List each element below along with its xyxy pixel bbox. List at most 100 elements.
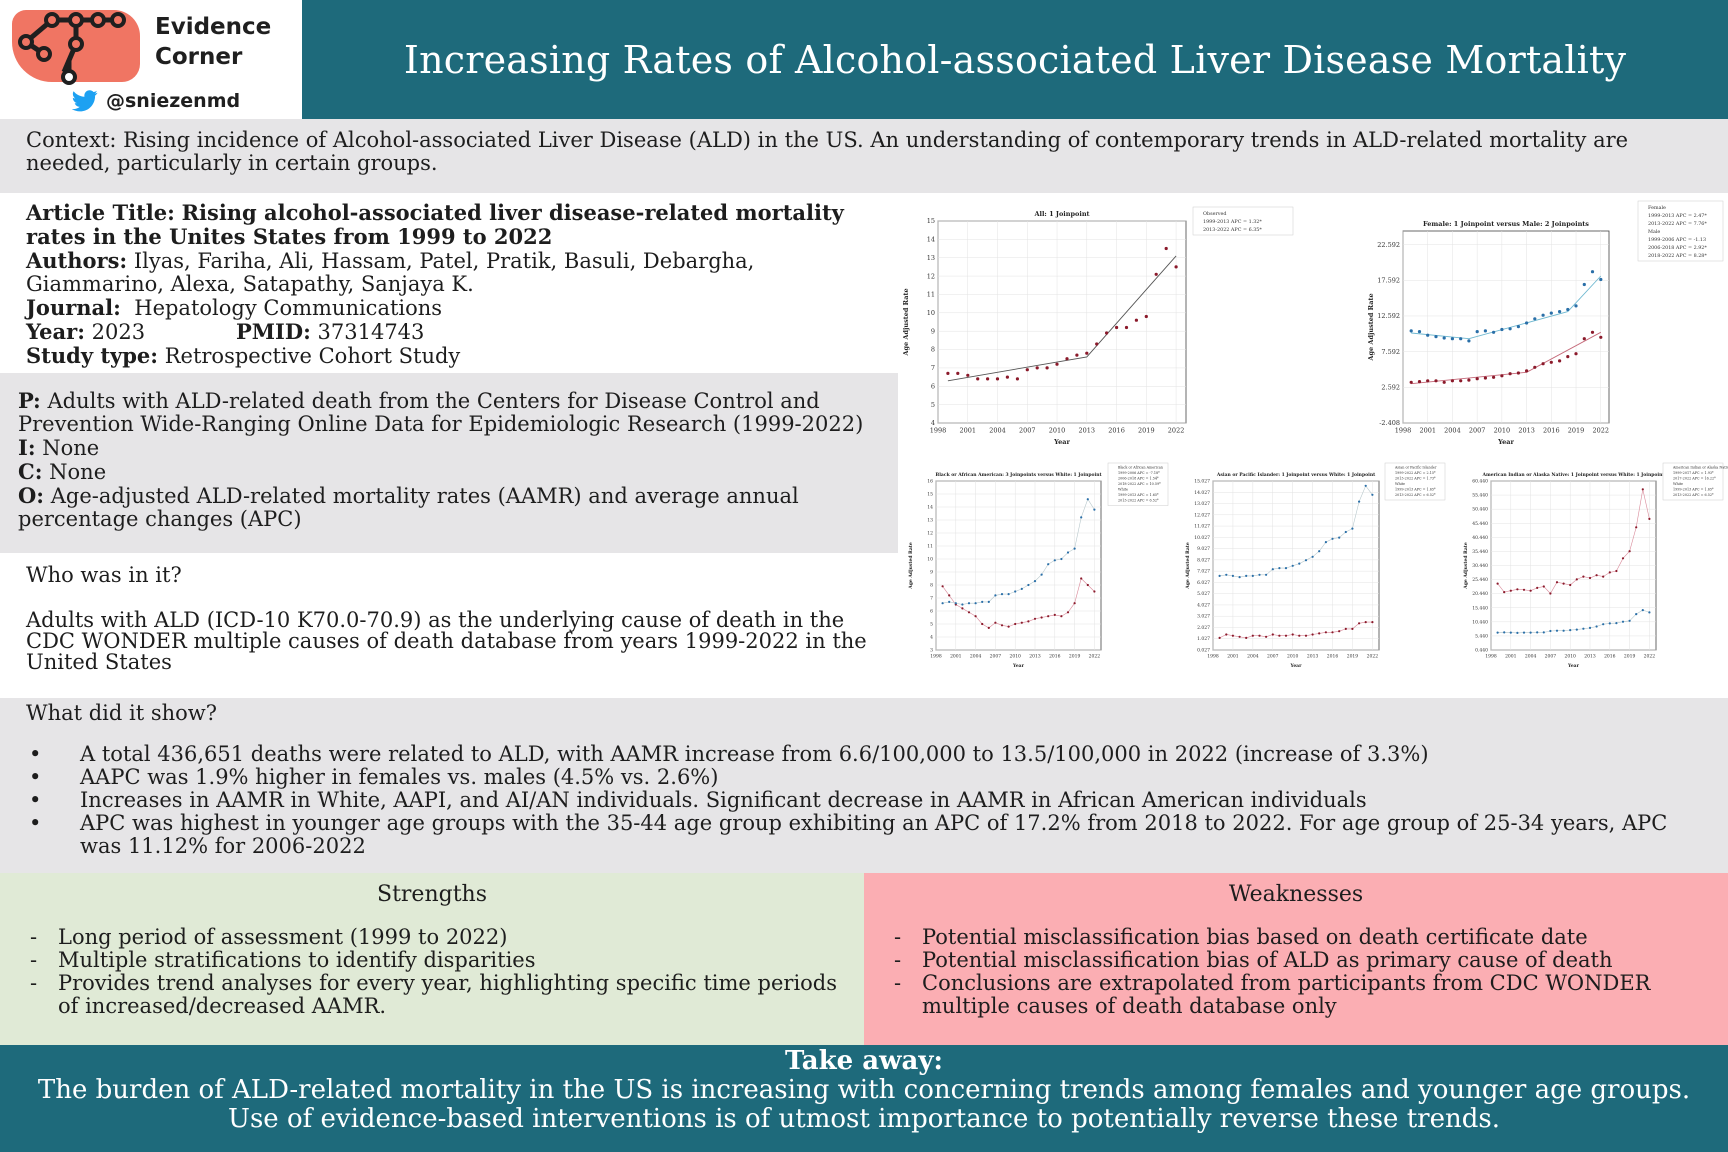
pmid: 37314743	[317, 320, 425, 344]
legend-entry: 1999-2006 APC = -7.18*	[1118, 471, 1160, 475]
twitter-handle[interactable]: @sniezenmd	[72, 86, 302, 116]
x-tick-label: 2004	[1247, 654, 1259, 660]
chart-title: American Indian or Alaska Native: 1 Join…	[1482, 472, 1666, 478]
study-type-label: Study type:	[26, 343, 159, 368]
pico-p-label: P:	[18, 388, 41, 413]
data-point	[1549, 311, 1553, 315]
data-point	[1238, 635, 1241, 638]
legend-entry: White	[1118, 488, 1128, 492]
data-point	[1225, 633, 1228, 636]
data-point	[1475, 330, 1479, 334]
data-point	[1508, 327, 1512, 331]
data-point	[1344, 530, 1347, 534]
x-tick-label: 1998	[1485, 654, 1497, 660]
x-tick-label: 2007	[1545, 654, 1557, 660]
y-tick-label: 12.592	[1377, 312, 1400, 320]
data-point	[1582, 575, 1585, 578]
x-tick-label: 2013	[1029, 654, 1041, 660]
y-axis-label: Age Adjusted Rate	[1185, 542, 1191, 590]
y-tick-label: 10.440	[1472, 619, 1488, 625]
legend-entry: 2013-2022 APC = 6.52*	[1673, 493, 1714, 497]
data-point	[1007, 593, 1010, 596]
data-point	[995, 377, 1000, 381]
data-point	[1516, 631, 1519, 634]
x-tick-label: 2016	[1327, 654, 1339, 660]
legend-entry: Female	[1648, 205, 1666, 211]
data-point	[981, 600, 984, 603]
data-point	[1371, 621, 1374, 624]
x-tick-label: 2010	[1564, 654, 1576, 660]
y-tick-label: 2.592	[1381, 383, 1400, 391]
x-tick-label: 2013	[1307, 654, 1319, 660]
authors: Ilyas, Fariha, Ali, Hassam, Patel, Prati…	[26, 249, 755, 296]
data-point	[1575, 578, 1578, 581]
data-point	[1080, 516, 1083, 519]
x-tick-label: 2016	[1604, 654, 1616, 660]
x-tick-label: 1998	[1395, 427, 1412, 435]
y-tick-label: 16	[927, 479, 933, 485]
data-point	[1027, 620, 1030, 623]
data-point	[1331, 537, 1334, 540]
data-point	[1298, 634, 1301, 637]
y-tick-label: 25.440	[1472, 577, 1488, 583]
data-point	[954, 602, 957, 605]
data-point	[1007, 625, 1010, 628]
pico-o: O: Age-adjusted ALD-related mortality ra…	[18, 484, 880, 531]
y-tick-label: 15.440	[1472, 605, 1488, 611]
data-point	[1258, 573, 1261, 576]
y-tick-label: 9.027	[1197, 546, 1210, 552]
x-tick-label: 2007	[1267, 654, 1279, 660]
x-tick-label: 2019	[1138, 427, 1155, 435]
list-item: Potential misclassification bias of ALD …	[890, 949, 1702, 973]
data-point	[1602, 623, 1605, 626]
y-tick-label: 0.027	[1197, 648, 1210, 654]
takeaway-panel: Take away: The burden of ALD-related mor…	[0, 1045, 1728, 1152]
data-point	[974, 615, 977, 618]
data-point	[1311, 555, 1314, 558]
data-point	[1020, 621, 1023, 624]
x-tick-label: 2022	[1592, 427, 1609, 435]
data-point	[1635, 526, 1638, 529]
twitter-bird-icon	[72, 90, 98, 112]
legend-box	[1192, 206, 1294, 236]
data-point	[1053, 559, 1056, 562]
legend-entry: 1999-2022 APC = 2.15*	[1395, 471, 1436, 475]
legend-entry: 1999-2013 APC = 2.47*	[1648, 213, 1707, 219]
data-point	[1251, 574, 1254, 577]
data-point	[1358, 500, 1361, 503]
data-point	[1144, 314, 1148, 319]
y-tick-label: -2.408	[1379, 419, 1400, 427]
data-point	[1459, 379, 1463, 383]
findings-list: A total 436,651 deaths were related to A…	[26, 743, 1702, 858]
data-point	[1027, 583, 1030, 587]
pmid-label: PMID:	[236, 319, 311, 344]
fit-line	[1497, 489, 1650, 594]
data-point	[1014, 622, 1017, 626]
data-point	[1500, 374, 1504, 378]
data-point	[1541, 313, 1545, 317]
chart-title: Black or African American: 3 Joinpoints …	[935, 472, 1102, 478]
list-item: A total 436,651 deaths were related to A…	[26, 743, 1702, 767]
data-point	[1304, 559, 1308, 562]
data-point	[1278, 634, 1281, 637]
journal-line: Journal: Hepatology Communications	[26, 296, 872, 320]
data-point	[1045, 366, 1049, 370]
year-label: Year:	[26, 319, 85, 344]
data-point	[966, 373, 970, 377]
data-point	[1371, 493, 1374, 496]
y-tick-label: 15	[927, 492, 933, 498]
y-tick-label: 17.592	[1377, 276, 1400, 284]
y-tick-label: 35.440	[1472, 549, 1488, 555]
data-point	[1467, 378, 1471, 382]
data-point	[974, 602, 977, 605]
y-tick-label: 14	[927, 505, 933, 511]
legend-entry: 1999-2006 APC = -1.13	[1648, 237, 1706, 243]
data-point	[1005, 375, 1009, 379]
legend-entry: Black or African American	[1118, 466, 1164, 470]
data-point	[1015, 377, 1019, 381]
data-point	[1503, 591, 1506, 594]
pico-i-text: None	[42, 436, 100, 460]
legend-entry: 1999-2013 APC = 1.65*	[1118, 493, 1159, 497]
data-point	[941, 585, 944, 588]
data-point	[1271, 568, 1274, 571]
